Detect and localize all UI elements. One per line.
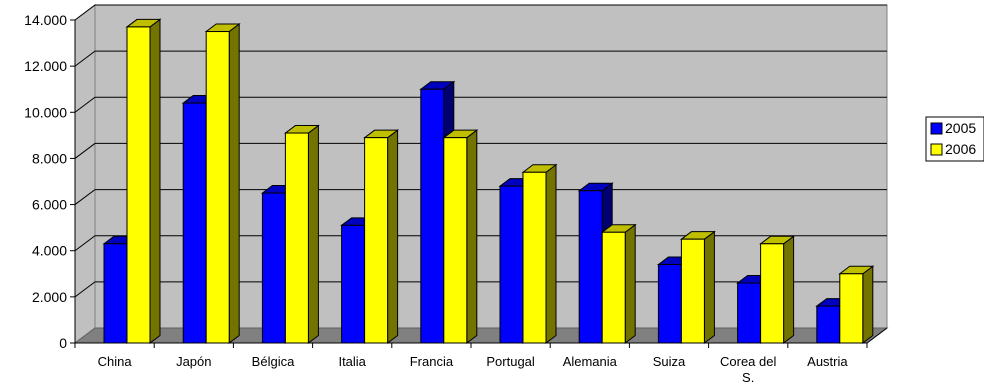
y-tick-label: 12.000 [24,58,67,74]
gridline [74,50,887,67]
legend-swatch-2005 [930,122,943,135]
x-tick-label: Bélgica [252,354,295,369]
x-tick-label: Portugal [486,354,535,369]
floor-edge [866,327,888,344]
x-tick-label: Corea del S. [720,354,776,385]
x-tick-label: China [98,354,133,369]
gridline [74,96,887,113]
bar-2006-5 [521,163,558,344]
legend[interactable]: 2005 2006 [925,116,984,162]
y-tick-label: 2.000 [32,289,67,305]
x-tick-label: Suiza [653,354,686,369]
x-tick-label: Francia [410,354,454,369]
legend-label-2005: 2005 [945,120,976,136]
x-tick-label: Alemania [563,354,618,369]
bar-2006-8 [759,235,796,344]
bar-2006-4 [442,129,479,344]
legend-swatch-2006 [930,143,943,156]
gridline [74,189,887,205]
x-tick-label: Austria [807,354,848,369]
y-tick-label: 8.000 [32,150,67,166]
y-tick-label: 0 [59,335,67,351]
bar-2006-3 [363,129,400,344]
y-tick-label: 6.000 [32,197,67,213]
x-tick-label: Italia [338,354,366,369]
legend-label-2006: 2006 [945,141,976,157]
bar-2006-9 [838,265,875,344]
bars [102,18,875,344]
bar-2006-1 [204,23,241,344]
y-tick-label: 4.000 [32,243,67,259]
bar-2006-6 [600,223,637,344]
y-tick-label: 10.000 [24,104,67,120]
side-wall [74,4,96,344]
bar-2006-0 [125,18,162,344]
y-tick-label: 14.000 [24,12,67,28]
y-tick-labels: 0 2.000 4.000 6.000 8.000 10.000 12.000 14.000 [24,12,67,351]
bar-2006-2 [283,124,320,344]
gridline [74,142,887,159]
x-tick-label: Japón [176,354,211,369]
gridline [74,4,887,21]
x-tick-labels: China Japón Bélgica Italia Francia Portugal Al… [98,354,849,385]
bar-2006-7 [679,230,716,344]
